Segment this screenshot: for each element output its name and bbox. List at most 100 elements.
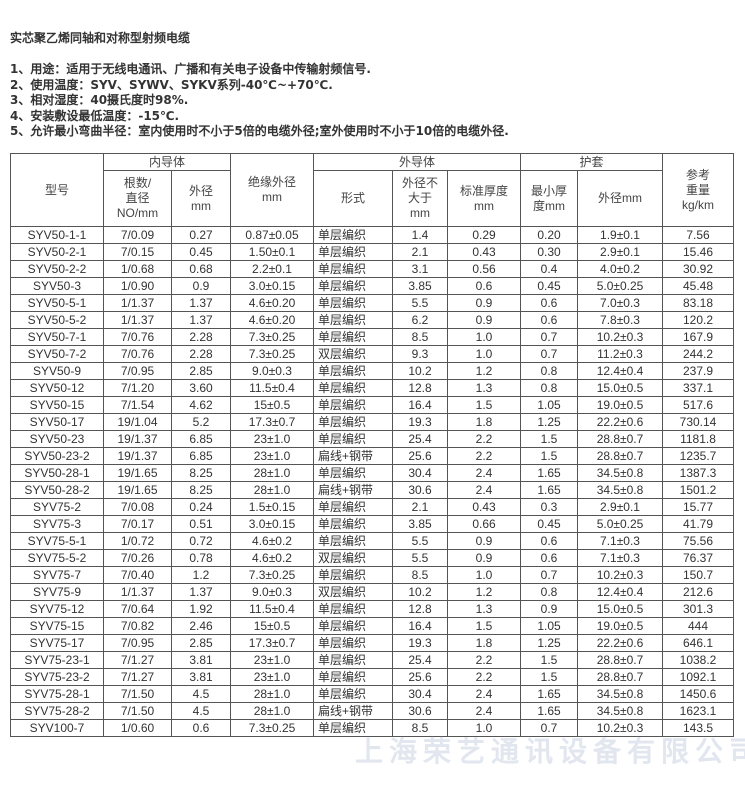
cell: 2.28 bbox=[171, 328, 231, 346]
cell: 1.8 bbox=[447, 413, 521, 431]
cell: 单层编织 bbox=[313, 515, 393, 533]
cell: 单层编织 bbox=[313, 396, 393, 414]
cell: 1/1.37 bbox=[103, 311, 172, 329]
cell: 1.0 bbox=[447, 345, 521, 363]
cell: 1.05 bbox=[520, 617, 578, 635]
cell: 7.3±0.25 bbox=[230, 719, 314, 737]
cell: 7/0.26 bbox=[103, 549, 172, 567]
note: 5、允许最小弯曲半径：室内使用时不小于5倍的电缆外径;室外使用时不小于10倍的电… bbox=[10, 124, 509, 138]
cell: 单层编织 bbox=[313, 379, 393, 397]
cell: 1.0 bbox=[447, 719, 521, 737]
cell: 19/1.04 bbox=[103, 413, 172, 431]
cell: 0.8 bbox=[520, 583, 578, 601]
cell: 单层编织 bbox=[313, 362, 393, 380]
cell: SYV75-2 bbox=[10, 498, 104, 516]
cell: 0.6 bbox=[520, 532, 578, 550]
cell: SYV50-7-1 bbox=[10, 328, 104, 346]
cell: 17.3±0.7 bbox=[230, 413, 314, 431]
cell: 0.56 bbox=[447, 260, 521, 278]
cell: 0.9 bbox=[171, 277, 231, 295]
cell: 双层编织 bbox=[313, 549, 393, 567]
cell: 6.85 bbox=[171, 430, 231, 448]
cell: 28.8±0.7 bbox=[577, 668, 663, 686]
cell: 4.0±0.2 bbox=[577, 260, 663, 278]
cell: 7/0.64 bbox=[103, 600, 172, 618]
cell: 1.9±0.1 bbox=[577, 226, 663, 244]
cell: 2.4 bbox=[447, 685, 521, 703]
cell: 1.5 bbox=[520, 430, 578, 448]
cell: 4.6±0.20 bbox=[230, 294, 314, 312]
cell: 10.2 bbox=[392, 583, 448, 601]
note: 3、相对湿度：40摄氏度时98%. bbox=[10, 93, 189, 107]
cell: 16.4 bbox=[392, 396, 448, 414]
cell: 4.62 bbox=[171, 396, 231, 414]
cell: 7/1.20 bbox=[103, 379, 172, 397]
cell: 28.8±0.7 bbox=[577, 651, 663, 669]
table-row: SYV75-28-1 7/1.50 4.5 28±1.0 单层编织 30.4 2.4 1.65… bbox=[10, 685, 734, 703]
cell: SYV50-9 bbox=[10, 362, 104, 380]
cell: 0.6 bbox=[520, 549, 578, 567]
header-cell: 参考 重量 kg/km bbox=[662, 153, 734, 227]
cell: 83.18 bbox=[662, 294, 734, 312]
cell: 167.9 bbox=[662, 328, 734, 346]
cell: 730.14 bbox=[662, 413, 734, 431]
cell: 15.46 bbox=[662, 243, 734, 261]
cell: 3.0±0.15 bbox=[230, 515, 314, 533]
table-row: SYV75-5-2 7/0.26 0.78 4.6±0.2 双层编织 5.5 0.9 0.6 7… bbox=[10, 549, 734, 567]
cell: SYV50-2-2 bbox=[10, 260, 104, 278]
header-cell: 绝缘外径 mm bbox=[230, 153, 314, 227]
cell: 7.3±0.25 bbox=[230, 566, 314, 584]
cell: 34.5±0.8 bbox=[577, 481, 663, 499]
cell: 1387.3 bbox=[662, 464, 734, 482]
cell: 1092.1 bbox=[662, 668, 734, 686]
cell: 1.5 bbox=[520, 447, 578, 465]
cell: 0.9 bbox=[447, 294, 521, 312]
cell: 1.2 bbox=[447, 362, 521, 380]
cell: 4.6±0.2 bbox=[230, 532, 314, 550]
cell: 2.28 bbox=[171, 345, 231, 363]
header-cell: 型号 bbox=[10, 153, 104, 227]
cell: 1.0 bbox=[447, 328, 521, 346]
cell: 2.9±0.1 bbox=[577, 243, 663, 261]
table-row: SYV75-17 7/0.95 2.85 17.3±0.7 单层编织 19.3 1.8 1.2… bbox=[10, 634, 734, 652]
header-cell: 内导体 bbox=[103, 153, 231, 171]
cell: 2.4 bbox=[447, 481, 521, 499]
cell: 12.4±0.4 bbox=[577, 583, 663, 601]
header-cell: 形式 bbox=[313, 170, 393, 227]
cell: 1623.1 bbox=[662, 702, 734, 720]
cell: SYV50-17 bbox=[10, 413, 104, 431]
table-row: SYV50-12 7/1.20 3.60 11.5±0.4 单层编织 12.8 1.3 0.8… bbox=[10, 379, 734, 397]
cell: 28±1.0 bbox=[230, 481, 314, 499]
cell: 0.51 bbox=[171, 515, 231, 533]
cell: 1038.2 bbox=[662, 651, 734, 669]
cell: 28.8±0.7 bbox=[577, 447, 663, 465]
cell: SYV50-28-2 bbox=[10, 481, 104, 499]
table-row: SYV75-7 7/0.40 1.2 7.3±0.25 单层编织 8.5 1.0 0.7 10.… bbox=[10, 566, 734, 584]
cell: 1.92 bbox=[171, 600, 231, 618]
cell: 1.2 bbox=[171, 566, 231, 584]
cell: 1/0.60 bbox=[103, 719, 172, 737]
cell: 19.3 bbox=[392, 413, 448, 431]
cell: 8.25 bbox=[171, 464, 231, 482]
cell: 19.3 bbox=[392, 634, 448, 652]
cell: 0.68 bbox=[171, 260, 231, 278]
cell: 单层编织 bbox=[313, 311, 393, 329]
header-cell: 标准厚度 mm bbox=[447, 170, 521, 227]
cell: SYV50-7-2 bbox=[10, 345, 104, 363]
cell: 1.8 bbox=[447, 634, 521, 652]
table-row: SYV75-9 1/1.37 1.37 9.0±0.3 双层编织 10.2 1.2 0.8 12… bbox=[10, 583, 734, 601]
cell: 2.2 bbox=[447, 651, 521, 669]
table-row: SYV50-5-2 1/1.37 1.37 4.6±0.20 单层编织 6.2 0.9 0.6… bbox=[10, 311, 734, 329]
cell: 10.2±0.3 bbox=[577, 328, 663, 346]
cell: 7/1.54 bbox=[103, 396, 172, 414]
cell: 8.5 bbox=[392, 566, 448, 584]
cell: 2.46 bbox=[171, 617, 231, 635]
cell: 9.0±0.3 bbox=[230, 583, 314, 601]
cell: 30.92 bbox=[662, 260, 734, 278]
cell: 1501.2 bbox=[662, 481, 734, 499]
cell: 双层编织 bbox=[313, 583, 393, 601]
cell: 12.4±0.4 bbox=[577, 362, 663, 380]
cell: 10.2±0.3 bbox=[577, 719, 663, 737]
cell: SYV75-28-1 bbox=[10, 685, 104, 703]
cell: 646.1 bbox=[662, 634, 734, 652]
